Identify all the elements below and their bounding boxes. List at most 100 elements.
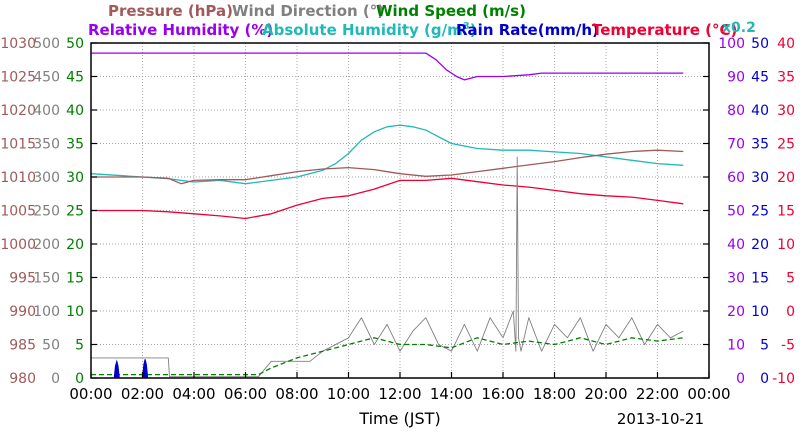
legend-temperature: Temperature (°C) xyxy=(592,21,737,39)
series-layer xyxy=(90,52,684,379)
tick-label-wind-direction: 150 xyxy=(33,271,60,287)
tick-label-relative-humidity: 30 xyxy=(727,271,745,287)
tick-label-temperature: 5 xyxy=(786,271,795,287)
tick-label-pressure: 995 xyxy=(9,271,36,287)
tick-label-temperature: 25 xyxy=(777,137,795,153)
x-tick-label: 00:00 xyxy=(69,385,112,403)
tick-label-rain-rate: 5 xyxy=(760,338,769,354)
tick-label-temperature: 35 xyxy=(777,70,795,86)
tick-label-wind-speed: 50 xyxy=(66,36,84,52)
x-tick-label: 08:00 xyxy=(275,385,318,403)
tick-label-rain-rate: 30 xyxy=(751,170,769,186)
tick-label-wind-direction: 450 xyxy=(33,70,60,86)
tick-label-wind-speed: 0 xyxy=(75,371,84,387)
tick-label-temperature: -5 xyxy=(781,338,795,354)
date-label: 2013-10-21 xyxy=(617,410,704,428)
tick-label-wind-speed: 10 xyxy=(66,304,84,320)
tick-label-temperature: 40 xyxy=(777,36,795,52)
tick-label-relative-humidity: 0 xyxy=(736,371,745,387)
x-tick-label: 18:00 xyxy=(533,385,576,403)
legend-rain-rate: Rain Rate(mm/h) xyxy=(456,21,599,39)
tick-label-pressure: 1015 xyxy=(0,137,36,153)
legend-absolute-humidity-sup: 3 xyxy=(463,21,470,32)
legend-absolute-humidity: Absolute Humidity (g/m3) xyxy=(262,21,477,39)
tick-label-wind-direction: 300 xyxy=(33,170,60,186)
tick-label-temperature: 10 xyxy=(777,237,795,253)
tick-label-pressure: 1000 xyxy=(0,237,36,253)
x-axis-label: Time (JST) xyxy=(358,409,440,428)
x-tick-label: 16:00 xyxy=(481,385,524,403)
right-axes: 1009080706050403020100504540353025201510… xyxy=(703,36,795,387)
legend-wind-speed: Wind Speed (m/s) xyxy=(376,2,526,20)
tick-label-pressure: 1030 xyxy=(0,36,36,52)
left-axes: 1030102510201015101010051000995990985980… xyxy=(0,36,97,387)
tick-label-rain-rate: 35 xyxy=(751,137,769,153)
tick-label-pressure: 980 xyxy=(9,371,36,387)
tick-label-relative-humidity: 70 xyxy=(727,137,745,153)
series-wind-direction xyxy=(91,156,684,378)
tick-label-relative-humidity: 100 xyxy=(718,36,745,52)
tick-label-temperature: 30 xyxy=(777,103,795,119)
tick-label-rain-rate: 25 xyxy=(751,204,769,220)
tick-label-rain-rate: 45 xyxy=(751,70,769,86)
tick-label-temperature: 15 xyxy=(777,204,795,220)
x-tick-label: 12:00 xyxy=(378,385,421,403)
tick-label-relative-humidity: 20 xyxy=(727,304,745,320)
tick-label-wind-direction: 250 xyxy=(33,204,60,220)
tick-label-wind-direction: 0 xyxy=(51,371,60,387)
tick-label-relative-humidity: 50 xyxy=(727,204,745,220)
tick-label-wind-direction: 350 xyxy=(33,137,60,153)
tick-label-pressure: 1025 xyxy=(0,70,36,86)
tick-label-wind-direction: 400 xyxy=(33,103,60,119)
tick-label-temperature: -10 xyxy=(772,371,795,387)
tick-label-rain-rate: 50 xyxy=(751,36,769,52)
tick-label-pressure: 1005 xyxy=(0,204,36,220)
grid xyxy=(91,43,709,378)
tick-label-temperature: 20 xyxy=(777,170,795,186)
tick-label-wind-direction: 50 xyxy=(42,338,60,354)
tick-label-rain-rate: 0 xyxy=(760,371,769,387)
series-temperature xyxy=(91,177,684,220)
tick-label-relative-humidity: 90 xyxy=(727,70,745,86)
tick-label-wind-speed: 20 xyxy=(66,237,84,253)
tick-label-pressure: 1010 xyxy=(0,170,36,186)
tick-label-wind-direction: 100 xyxy=(33,304,60,320)
tick-label-rain-rate: 40 xyxy=(751,103,769,119)
x-tick-label: 22:00 xyxy=(636,385,679,403)
x-tick-label: 20:00 xyxy=(584,385,627,403)
legend-relative-humidity: Relative Humidity (%) xyxy=(88,21,273,39)
tick-label-rain-rate: 15 xyxy=(751,271,769,287)
x-tick-label: 00:00 xyxy=(687,385,730,403)
legend-wind-direction: Wind Direction (°) xyxy=(232,2,384,20)
x-tick-label: 14:00 xyxy=(430,385,473,403)
tick-label-wind-direction: 200 xyxy=(33,237,60,253)
tick-label-wind-speed: 25 xyxy=(66,204,84,220)
legend-scale-note: x0.2 xyxy=(722,20,756,36)
tick-label-relative-humidity: 80 xyxy=(727,103,745,119)
series-absolute-humidity xyxy=(90,124,684,185)
tick-label-wind-speed: 40 xyxy=(66,103,84,119)
legend-absolute-humidity-main: Absolute Humidity (g/m xyxy=(262,21,463,39)
x-tick-label: 04:00 xyxy=(172,385,215,403)
tick-label-wind-speed: 15 xyxy=(66,271,84,287)
tick-label-relative-humidity: 60 xyxy=(727,170,745,186)
tick-label-wind-speed: 30 xyxy=(66,170,84,186)
legend-absolute-humidity-close: ) xyxy=(470,21,477,39)
tick-label-wind-direction: 500 xyxy=(33,36,60,52)
tick-label-pressure: 990 xyxy=(9,304,36,320)
tick-label-wind-speed: 5 xyxy=(75,338,84,354)
legend-pressure: Pressure (hPa) xyxy=(108,2,233,20)
tick-label-wind-speed: 35 xyxy=(66,137,84,153)
series-relative-humidity xyxy=(91,52,684,81)
tick-label-pressure: 1020 xyxy=(0,103,36,119)
series-wind-speed xyxy=(91,337,684,376)
tick-label-rain-rate: 20 xyxy=(751,237,769,253)
x-tick-label: 06:00 xyxy=(224,385,267,403)
x-tick-label: 02:00 xyxy=(121,385,164,403)
tick-label-wind-speed: 45 xyxy=(66,70,84,86)
x-tick-label: 10:00 xyxy=(327,385,370,403)
tick-label-relative-humidity: 10 xyxy=(727,338,745,354)
series-pressure xyxy=(91,149,684,185)
tick-label-temperature: 0 xyxy=(786,304,795,320)
